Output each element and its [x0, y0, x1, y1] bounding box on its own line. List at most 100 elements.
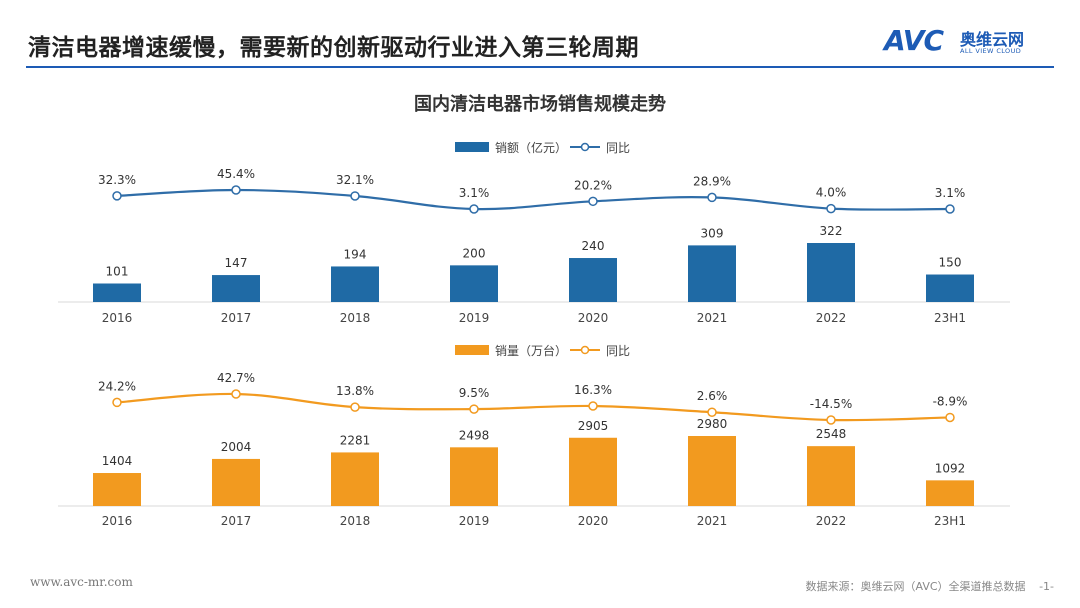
volume-yoy-point	[350, 402, 360, 412]
volume-x-tick-label: 2021	[697, 514, 728, 528]
sales-x-tick-label: 2017	[221, 311, 252, 325]
volume-x-tick-label: 2022	[816, 514, 847, 528]
sales-bar-value-label: 101	[106, 264, 129, 278]
volume-yoy-point	[112, 397, 122, 408]
volume-legend-label-line: 同比	[606, 344, 630, 358]
volume-bar-value-label: 1092	[935, 461, 966, 475]
volume-yoy-point	[945, 412, 955, 423]
volume-bar-value-label: 2905	[578, 419, 609, 433]
sales-bar	[688, 245, 736, 302]
sales-bar	[450, 265, 498, 302]
sales-yoy-label: 32.1%	[336, 173, 374, 187]
sales-yoy-point	[588, 196, 598, 207]
volume-bar-value-label: 2548	[816, 427, 847, 441]
sales-yoy-label: 4.0%	[816, 186, 847, 200]
header-divider	[26, 66, 1054, 68]
sales-yoy-label: 20.2%	[574, 178, 612, 192]
sales-yoy-point	[112, 191, 122, 201]
volume-bar-value-label: 2980	[697, 417, 728, 431]
sales-bar	[569, 258, 617, 302]
sales-legend-swatch-bar	[455, 142, 489, 152]
volume-bar	[926, 480, 974, 506]
footer-info: 数据来源：奥维云网（AVC）全渠道推总数据 -1-	[796, 578, 1054, 594]
sales-yoy-label: 3.1%	[935, 186, 966, 200]
volume-legend-label-bar: 销量（万台）	[495, 343, 567, 358]
volume-bar	[93, 473, 141, 506]
sales-bar-value-label: 240	[582, 239, 605, 253]
sales-yoy-point	[826, 203, 836, 214]
sales-yoy-label: 3.1%	[459, 186, 490, 200]
volume-x-tick-label: 23H1	[934, 514, 966, 528]
volume-yoy-line	[116, 392, 951, 422]
volume-yoy-label: 2.6%	[697, 389, 728, 403]
footer-source: 数据来源：奥维云网（AVC）全渠道推总数据	[805, 580, 1026, 593]
volume-bar	[331, 452, 379, 506]
sales-x-tick-label: 2019	[459, 311, 490, 325]
volume-x-tick-label: 2016	[102, 514, 133, 528]
volume-yoy-label: 13.8%	[336, 384, 374, 398]
volume-yoy-point	[469, 404, 479, 414]
sales-yoy-label: 45.4%	[217, 167, 255, 181]
volume-yoy-label: -14.5%	[810, 397, 852, 411]
volume-yoy-label: 9.5%	[459, 386, 490, 400]
sales-x-tick-label: 2020	[578, 311, 609, 325]
sales-yoy-point	[231, 185, 241, 195]
volume-bar-value-label: 2004	[221, 440, 252, 454]
sales-bar	[212, 275, 260, 302]
volume-x-tick-label: 2017	[221, 514, 252, 528]
sales-bar	[331, 266, 379, 302]
volume-bar	[569, 437, 617, 506]
sales-bar-value-label: 309	[701, 226, 724, 240]
volume-bar-value-label: 2281	[340, 433, 371, 447]
sales-yoy-line	[116, 188, 951, 211]
sales-yoy-point	[350, 191, 360, 201]
volume-bar-value-label: 1404	[102, 454, 133, 468]
sales-bar-value-label: 322	[820, 224, 843, 238]
sales-yoy-point	[707, 192, 717, 203]
sales-x-tick-label: 23H1	[934, 311, 966, 325]
volume-bar-value-label: 2498	[459, 428, 490, 442]
sales-legend-swatch-marker	[580, 142, 590, 152]
volume-yoy-point	[588, 401, 598, 411]
sales-x-tick-label: 2016	[102, 311, 133, 325]
volume-yoy-point	[826, 415, 836, 425]
volume-yoy-label: 16.3%	[574, 383, 612, 397]
volume-yoy-point	[231, 389, 241, 399]
volume-legend-swatch-marker	[580, 345, 590, 355]
volume-x-tick-label: 2020	[578, 514, 609, 528]
volume-legend-swatch-bar	[455, 345, 489, 355]
sales-yoy-point	[945, 204, 955, 214]
chart-title: 国内清洁电器市场销售规模走势	[414, 94, 666, 115]
volume-bar	[212, 458, 260, 506]
volume-bar	[450, 447, 498, 506]
volume-yoy-label: 24.2%	[98, 379, 136, 393]
sales-bar-value-label: 194	[344, 247, 367, 261]
volume-yoy-label: 42.7%	[217, 371, 255, 385]
footer-url: www.avc-mr.com	[30, 575, 133, 589]
sales-x-tick-label: 2018	[340, 311, 371, 325]
sales-bar-value-label: 147	[225, 256, 248, 270]
volume-yoy-point	[707, 407, 717, 417]
sales-yoy-label: 28.9%	[693, 174, 731, 188]
sales-legend-label-bar: 销额（亿元）	[495, 140, 567, 155]
sales-bar	[93, 283, 141, 302]
sales-x-tick-label: 2022	[816, 311, 847, 325]
sales-x-tick-label: 2021	[697, 311, 728, 325]
page-number: -1-	[1039, 580, 1054, 593]
logo-cn-text: 奥维云网	[960, 30, 1025, 49]
avc-logo: AVC 奥维云网 ALL VIEW CLOUD	[884, 22, 1054, 62]
volume-bar	[807, 446, 855, 506]
sales-bar-value-label: 200	[463, 246, 486, 260]
volume-x-tick-label: 2019	[459, 514, 490, 528]
volume-bar	[688, 436, 736, 506]
sales-yoy-label: 32.3%	[98, 173, 136, 187]
page-title: 清洁电器增速缓慢，需要新的创新驱动行业进入第三轮周期	[28, 35, 639, 61]
sales-bar	[926, 274, 974, 302]
sales-bar-value-label: 150	[939, 256, 962, 270]
sales-bar	[807, 243, 855, 302]
sales-yoy-point	[469, 204, 479, 214]
logo-en-text: ALL VIEW CLOUD	[960, 47, 1022, 55]
logo-mark: AVC	[884, 24, 944, 57]
sales-legend-label-line: 同比	[606, 141, 630, 155]
